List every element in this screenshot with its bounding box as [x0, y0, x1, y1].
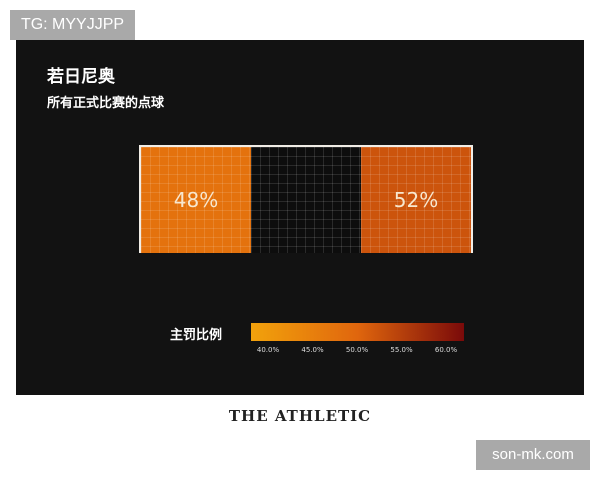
zone-right: 52% — [361, 147, 471, 253]
goal-frame: 48% 52% — [139, 145, 473, 253]
legend-tick: 60.0% — [434, 346, 458, 354]
zone-left: 48% — [141, 147, 251, 253]
watermark-top: TG: MYYJJPP — [10, 10, 135, 40]
zone-right-label: 52% — [393, 188, 439, 212]
brand-logo: THE ATHLETIC — [228, 407, 372, 425]
zone-center — [251, 147, 361, 253]
legend-tick: 55.0% — [390, 346, 413, 354]
watermark-bottom: son-mk.com — [476, 440, 590, 470]
zone-left-label: 48% — [173, 188, 219, 212]
legend-tick: 45.0% — [301, 346, 324, 354]
chart-title: 若日尼奥 — [47, 67, 115, 87]
legend-label: 主罚比例 — [170, 328, 223, 343]
legend-color-bar — [251, 323, 464, 341]
chart-subtitle: 所有正式比赛的点球 — [47, 96, 165, 111]
legend-tick: 50.0% — [345, 346, 369, 354]
legend-tick: 40.0% — [256, 346, 280, 354]
